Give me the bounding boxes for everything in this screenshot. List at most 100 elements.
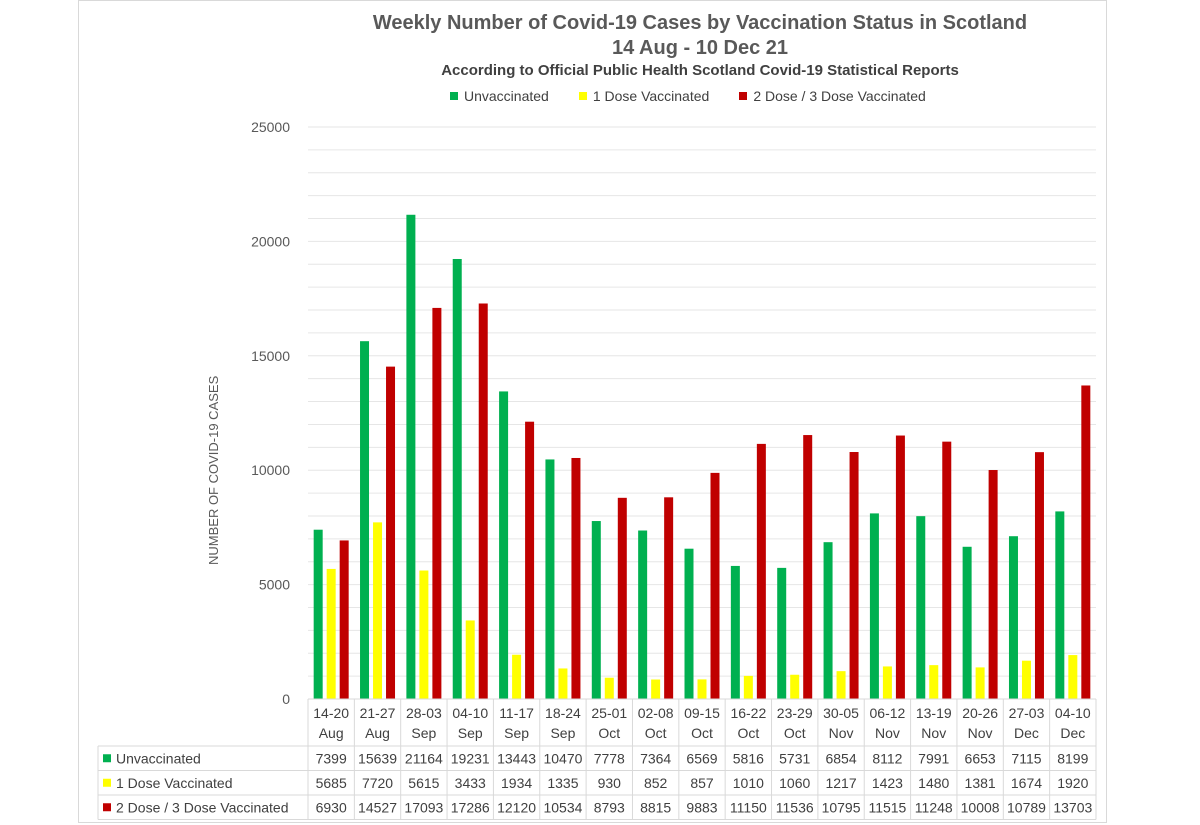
table-row-label: 2 Dose / 3 Dose Vaccinated bbox=[116, 799, 289, 815]
bar-two-dose bbox=[339, 540, 349, 699]
bar-unvaccinated bbox=[869, 513, 879, 699]
bar-two-dose bbox=[1081, 385, 1091, 699]
table-legend-swatch bbox=[103, 803, 111, 812]
table-cell-value: 5615 bbox=[408, 775, 439, 791]
table-cell-value: 5685 bbox=[316, 775, 347, 791]
bar-two-dose bbox=[386, 366, 396, 699]
bar-one-dose bbox=[743, 675, 753, 699]
category-label: 30-05 bbox=[823, 705, 859, 721]
bar-unvaccinated bbox=[591, 521, 601, 699]
category-label: 25-01 bbox=[591, 705, 627, 721]
bar-two-dose bbox=[1034, 452, 1044, 699]
table-cell-value: 10795 bbox=[822, 799, 861, 815]
category-label: 06-12 bbox=[870, 705, 906, 721]
bar-two-dose bbox=[617, 497, 627, 699]
bar-unvaccinated bbox=[684, 548, 694, 699]
bar-two-dose bbox=[432, 307, 442, 699]
legend-item-two-dose: 2 Dose / 3 Dose Vaccinated bbox=[739, 88, 926, 104]
table-cell-value: 11536 bbox=[776, 799, 814, 815]
table-cell-value: 1217 bbox=[825, 775, 856, 791]
legend-swatch-unvaccinated bbox=[450, 92, 458, 100]
table-cell-value: 1934 bbox=[501, 775, 532, 791]
table-cell-value: 7115 bbox=[1011, 750, 1041, 766]
chart-source-line: According to Official Public Health Scot… bbox=[441, 62, 959, 79]
bar-two-dose bbox=[988, 470, 998, 699]
category-month-label: Nov bbox=[875, 725, 900, 741]
category-label: 04-10 bbox=[1055, 705, 1091, 721]
y-tick-label: 5000 bbox=[259, 577, 290, 593]
legend-label-unvaccinated: Unvaccinated bbox=[464, 88, 549, 104]
table-cell-value: 5731 bbox=[779, 750, 810, 766]
category-label: 18-24 bbox=[545, 705, 581, 721]
table-cell-value: 13443 bbox=[497, 750, 536, 766]
category-month-label: Aug bbox=[365, 725, 390, 741]
bar-one-dose bbox=[419, 570, 429, 699]
table-cell-value: 12120 bbox=[497, 799, 536, 815]
bar-one-dose bbox=[1068, 655, 1078, 699]
category-label: 04-10 bbox=[452, 705, 488, 721]
bar-one-dose bbox=[697, 679, 707, 699]
y-tick-label: 20000 bbox=[251, 233, 290, 249]
category-label: 14-20 bbox=[313, 705, 349, 721]
bar-unvaccinated bbox=[1008, 536, 1018, 699]
table-cell-value: 11515 bbox=[868, 799, 906, 815]
bar-two-dose bbox=[571, 457, 581, 699]
bar-unvaccinated bbox=[360, 341, 370, 699]
bar-unvaccinated bbox=[499, 391, 509, 699]
bar-unvaccinated bbox=[452, 258, 462, 699]
legend-item-one-dose: 1 Dose Vaccinated bbox=[578, 88, 710, 104]
bar-two-dose bbox=[710, 472, 720, 699]
table-legend-swatch bbox=[103, 754, 111, 763]
bar-one-dose bbox=[929, 665, 939, 699]
table-cell-value: 1920 bbox=[1057, 775, 1088, 791]
category-label: 20-26 bbox=[962, 705, 998, 721]
category-month-label: Sep bbox=[550, 725, 575, 741]
table-cell-value: 857 bbox=[690, 775, 714, 791]
bar-one-dose bbox=[975, 667, 985, 699]
table-cell-value: 7778 bbox=[594, 750, 625, 766]
table-cell-value: 7364 bbox=[640, 750, 671, 766]
category-label: 28-03 bbox=[406, 705, 442, 721]
table-cell-value: 17093 bbox=[404, 799, 443, 815]
category-label: 09-15 bbox=[684, 705, 720, 721]
category-month-label: Nov bbox=[921, 725, 946, 741]
table-cell-value: 1674 bbox=[1011, 775, 1042, 791]
legend-swatch-one-dose bbox=[578, 92, 587, 100]
category-month-label: Nov bbox=[829, 725, 854, 741]
bar-unvaccinated bbox=[313, 529, 323, 699]
bar-one-dose bbox=[836, 671, 846, 699]
legend-item-unvaccinated: Unvaccinated bbox=[450, 88, 549, 104]
table-cell-value: 13703 bbox=[1053, 799, 1092, 815]
category-month-label: Nov bbox=[968, 725, 993, 741]
table-cell-value: 1010 bbox=[733, 775, 764, 791]
chart-legend: Unvaccinated 1 Dose Vaccinated 2 Dose / … bbox=[450, 88, 926, 104]
table-cell-value: 15639 bbox=[358, 750, 397, 766]
bar-one-dose bbox=[465, 620, 475, 699]
category-month-label: Sep bbox=[504, 725, 529, 741]
table-cell-value: 3433 bbox=[455, 775, 486, 791]
bar-two-dose bbox=[756, 443, 766, 699]
table-cell-value: 8793 bbox=[594, 799, 625, 815]
legend-label-two-dose: 2 Dose / 3 Dose Vaccinated bbox=[753, 88, 926, 104]
table-cell-value: 1423 bbox=[872, 775, 903, 791]
bar-unvaccinated bbox=[823, 542, 833, 699]
table-cell-value: 7991 bbox=[918, 750, 949, 766]
table-legend-swatch bbox=[103, 778, 111, 787]
category-label: 23-29 bbox=[777, 705, 813, 721]
legend-label-one-dose: 1 Dose Vaccinated bbox=[592, 88, 710, 104]
table-cell-value: 11248 bbox=[915, 799, 953, 815]
bar-two-dose bbox=[895, 435, 905, 699]
table-cell-value: 7399 bbox=[316, 750, 347, 766]
bar-unvaccinated bbox=[962, 546, 972, 699]
table-cell-value: 14527 bbox=[358, 799, 397, 815]
bar-one-dose bbox=[558, 668, 568, 699]
table-cell-value: 5816 bbox=[733, 750, 764, 766]
table-row-label: Unvaccinated bbox=[116, 750, 201, 766]
category-label: 21-27 bbox=[360, 705, 396, 721]
bar-one-dose bbox=[1021, 660, 1031, 699]
table-cell-value: 8199 bbox=[1057, 750, 1088, 766]
bar-unvaccinated bbox=[545, 459, 555, 699]
table-cell-value: 6569 bbox=[686, 750, 717, 766]
chart-frame bbox=[78, 0, 1107, 823]
table-cell-value: 6653 bbox=[965, 750, 996, 766]
